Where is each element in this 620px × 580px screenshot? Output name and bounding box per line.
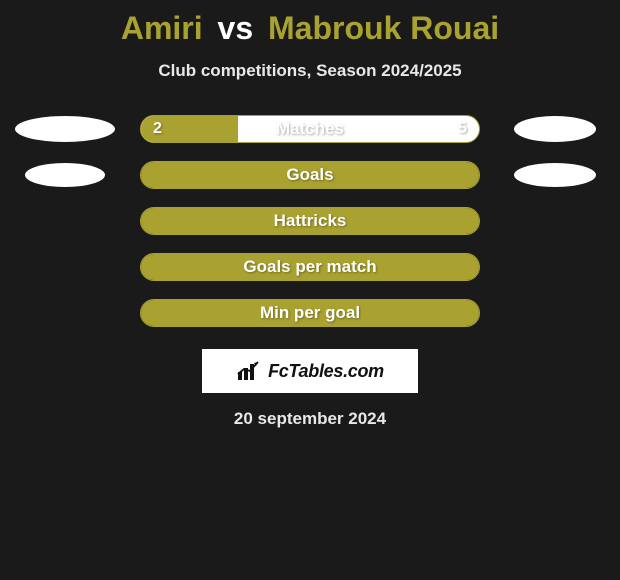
stat-rows: 2 Matches 5 Goals <box>0 115 620 327</box>
bar-fill-left <box>141 162 479 188</box>
left-side <box>10 163 120 187</box>
bar-fill-left <box>141 208 479 234</box>
brand-badge: FcTables.com <box>202 349 418 393</box>
player1-marker <box>15 116 115 142</box>
date-label: 20 september 2024 <box>0 409 620 429</box>
stat-bar: 2 Matches 5 <box>140 115 480 143</box>
subtitle: Club competitions, Season 2024/2025 <box>0 61 620 81</box>
page-title: Amiri vs Mabrouk Rouai <box>0 10 620 47</box>
stat-bar: Hattricks <box>140 207 480 235</box>
left-side <box>10 116 120 142</box>
stat-row: Goals <box>10 161 610 189</box>
stat-bar: Min per goal <box>140 299 480 327</box>
player1-marker <box>25 163 105 187</box>
stat-value-left: 2 <box>141 116 174 142</box>
stat-value-right: 5 <box>446 116 479 142</box>
stat-row: Min per goal <box>10 299 610 327</box>
stat-bar: Goals per match <box>140 253 480 281</box>
chart-icon <box>236 360 262 382</box>
player2-marker <box>514 116 596 142</box>
brand-text: FcTables.com <box>268 361 384 382</box>
comparison-panel: Amiri vs Mabrouk Rouai Club competitions… <box>0 0 620 429</box>
stat-value-left <box>141 162 165 188</box>
player2-name: Mabrouk Rouai <box>268 10 499 46</box>
bar-fill-left <box>141 300 479 326</box>
right-side <box>500 116 610 142</box>
stat-bar: Goals <box>140 161 480 189</box>
stat-row: Hattricks <box>10 207 610 235</box>
player1-name: Amiri <box>121 10 203 46</box>
stat-row: Goals per match <box>10 253 610 281</box>
vs-label: vs <box>218 10 254 46</box>
right-side <box>500 163 610 187</box>
bar-fill-left <box>141 254 479 280</box>
player2-marker <box>514 163 596 187</box>
stat-row: 2 Matches 5 <box>10 115 610 143</box>
stat-value-right <box>455 162 479 188</box>
